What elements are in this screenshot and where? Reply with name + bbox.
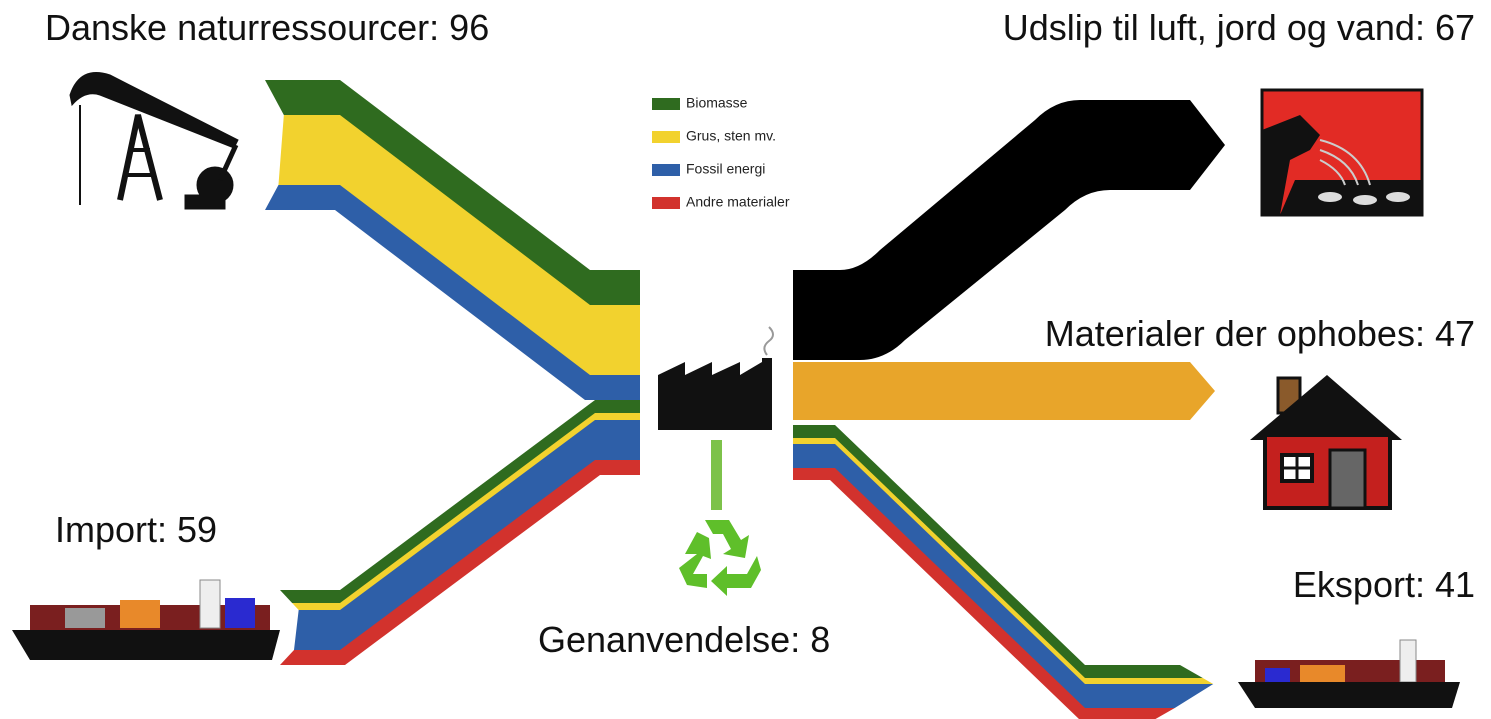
- legend-swatch: [652, 131, 680, 143]
- flows: [265, 80, 1214, 719]
- legend-label: Andre materialer: [686, 194, 790, 210]
- house-icon: [1250, 375, 1402, 510]
- export-flow: [793, 425, 1203, 678]
- legend-label: Grus, sten mv.: [686, 128, 776, 144]
- factory-icon: [658, 326, 774, 430]
- oil-pump-icon: [69, 72, 239, 210]
- recycling-icon: [679, 520, 761, 596]
- legend-label: Fossil energi: [686, 161, 765, 177]
- import-flow: [292, 413, 640, 610]
- legend-label: Biomasse: [686, 95, 748, 111]
- import-ship-icon: [12, 579, 280, 660]
- pollution-icon: [1260, 88, 1424, 217]
- import-flow: [294, 420, 640, 650]
- legend: Biomasse Grus, sten mv. Fossil energi Andre…: [652, 95, 790, 210]
- export-flow: [793, 444, 1214, 708]
- recycling-flow: [711, 440, 722, 510]
- import-flow: [280, 400, 640, 603]
- accumulation-flow: [793, 362, 1215, 420]
- output-label: Materialer der ophobes: 47: [1045, 313, 1475, 354]
- emission-flow: [793, 100, 1225, 360]
- output-label: Udslip til luft, jord og vand: 67: [1003, 7, 1475, 48]
- output-label: Genanvendelse: 8: [538, 619, 830, 660]
- resource-flow: [278, 115, 640, 375]
- legend-swatch: [652, 197, 680, 209]
- export-flow: [793, 438, 1214, 684]
- export-flow: [793, 468, 1175, 719]
- source-label: Danske naturressourcer: 96: [45, 7, 489, 48]
- source-label: Import: 59: [55, 509, 217, 550]
- output-label: Eksport: 41: [1293, 564, 1475, 605]
- export-ship-icon: [1238, 639, 1460, 708]
- resource-flow: [265, 185, 640, 400]
- resource-flow: [265, 80, 640, 305]
- import-flow: [280, 460, 640, 665]
- legend-swatch: [652, 164, 680, 176]
- legend-swatch: [652, 98, 680, 110]
